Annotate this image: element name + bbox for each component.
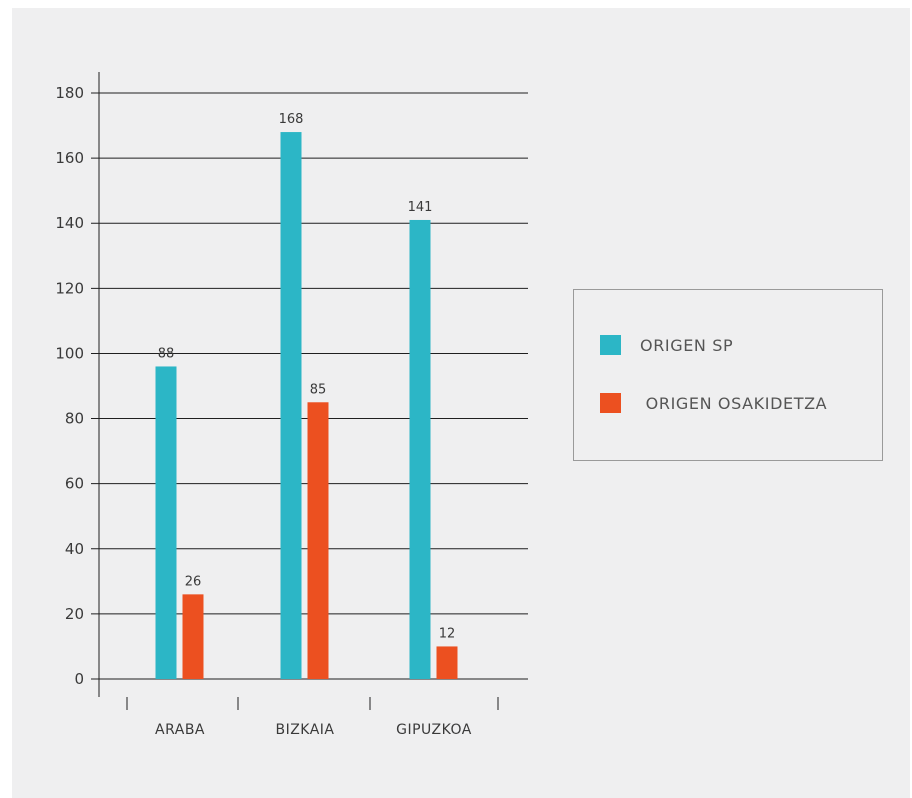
- y-tick-label-100: 100: [55, 344, 84, 362]
- data-label-origen-sp-gipuzkoa: 141: [408, 200, 433, 215]
- legend-swatch-origen-osakidetza: [600, 393, 621, 413]
- y-tick-label-20: 20: [65, 605, 84, 623]
- data-label-origen-osakidetza-bizkaia: 85: [310, 382, 327, 397]
- data-label-origen-osakidetza-araba: 26: [185, 574, 202, 589]
- x-category-label-gipuzkoa: GIPUZKOA: [396, 722, 472, 738]
- data-label-origen-osakidetza-gipuzkoa: 12: [439, 626, 456, 641]
- legend: ORIGEN SP ORIGEN OSAKIDETZA: [573, 289, 883, 461]
- bar-origen-sp-araba: [155, 366, 177, 679]
- legend-item-origen-sp: ORIGEN SP: [600, 335, 733, 355]
- legend-swatch-origen-sp: [600, 335, 621, 355]
- y-tick-label-120: 120: [55, 279, 84, 297]
- y-tick-label-40: 40: [65, 540, 84, 558]
- bar-origen-sp-bizkaia: [280, 132, 302, 680]
- bar-origen-osakidetza-gipuzkoa: [436, 646, 458, 679]
- y-tick-label-140: 140: [55, 214, 84, 232]
- y-tick-label-60: 60: [65, 475, 84, 493]
- data-label-origen-sp-araba: 88: [158, 346, 175, 361]
- bar-origen-osakidetza-araba: [182, 594, 204, 679]
- x-category-label-araba: ARABA: [155, 722, 205, 738]
- y-tick-label-180: 180: [55, 84, 84, 102]
- legend-label-origen-osakidetza: ORIGEN OSAKIDETZA: [640, 393, 828, 413]
- y-tick-label-0: 0: [74, 670, 84, 688]
- bar-origen-sp-gipuzkoa: [409, 219, 431, 679]
- data-label-origen-sp-bizkaia: 168: [279, 112, 304, 127]
- bar-origen-osakidetza-bizkaia: [307, 402, 329, 679]
- x-category-label-bizkaia: BIZKAIA: [275, 722, 334, 738]
- y-tick-label-160: 160: [55, 149, 84, 167]
- y-tick-label-80: 80: [65, 410, 84, 428]
- legend-label-origen-sp: ORIGEN SP: [640, 335, 734, 355]
- legend-item-origen-osakidetza: ORIGEN OSAKIDETZA: [600, 393, 827, 413]
